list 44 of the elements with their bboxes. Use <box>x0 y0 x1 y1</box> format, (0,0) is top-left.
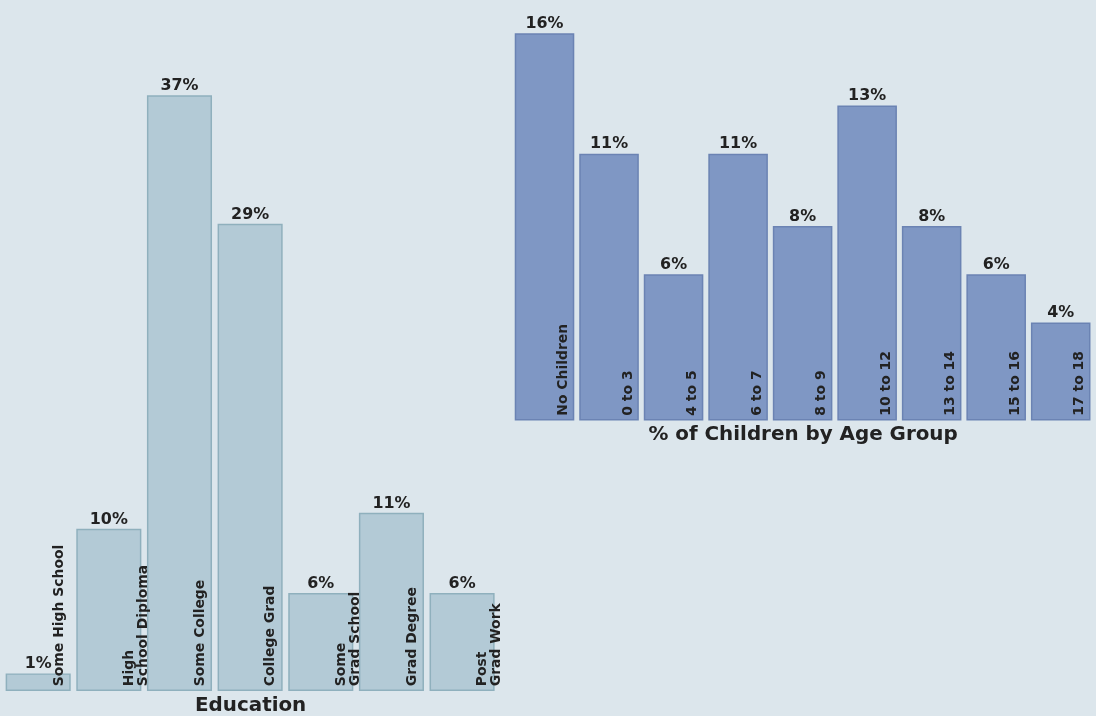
data-label: 4% <box>1047 302 1075 322</box>
bar <box>901 226 962 421</box>
data-label: 13% <box>848 85 887 105</box>
bar <box>708 153 768 421</box>
category-label: Grad Degree <box>402 587 419 687</box>
bar <box>966 274 1026 421</box>
data-label: 6% <box>982 254 1010 274</box>
data-label: 16% <box>525 12 564 32</box>
data-label: 8% <box>918 205 946 225</box>
bar <box>1030 322 1091 421</box>
data-label: 6% <box>307 572 335 592</box>
category-label: Some College <box>190 579 207 687</box>
category-label: High School Diploma <box>120 564 151 687</box>
data-label: 6% <box>448 572 476 592</box>
category-label: No Children <box>554 323 571 416</box>
category-label: College Grad <box>261 585 278 687</box>
data-label: 8% <box>789 205 817 225</box>
data-label: 11% <box>590 133 629 153</box>
bar <box>579 153 639 421</box>
data-label: 37% <box>160 75 199 95</box>
bar <box>514 33 575 421</box>
data-label: 11% <box>372 492 411 512</box>
category-label: 17 to 18 <box>1070 351 1087 416</box>
category-label: 10 to 12 <box>876 351 893 416</box>
category-label: Post Grad Work <box>473 603 504 687</box>
x-axis-title: Education <box>195 692 307 716</box>
data-label: 11% <box>719 133 758 153</box>
bar <box>643 274 704 421</box>
category-label: 8 to 9 <box>812 370 829 416</box>
category-label: 4 to 5 <box>683 370 700 416</box>
category-label: 13 to 14 <box>941 351 958 416</box>
bar <box>772 226 833 421</box>
bar <box>358 512 424 691</box>
bar <box>837 105 897 421</box>
category-label: 15 to 16 <box>1005 351 1022 416</box>
data-label: 6% <box>660 254 688 274</box>
data-label: 29% <box>231 203 270 223</box>
data-label: 10% <box>89 508 128 528</box>
x-axis-title: % of Children by Age Group <box>648 422 958 446</box>
category-label: 0 to 3 <box>618 370 635 416</box>
bar <box>217 223 283 691</box>
category-label: Some Grad School <box>332 591 363 687</box>
data-label: 1% <box>24 653 52 673</box>
category-label: 6 to 7 <box>747 370 764 416</box>
